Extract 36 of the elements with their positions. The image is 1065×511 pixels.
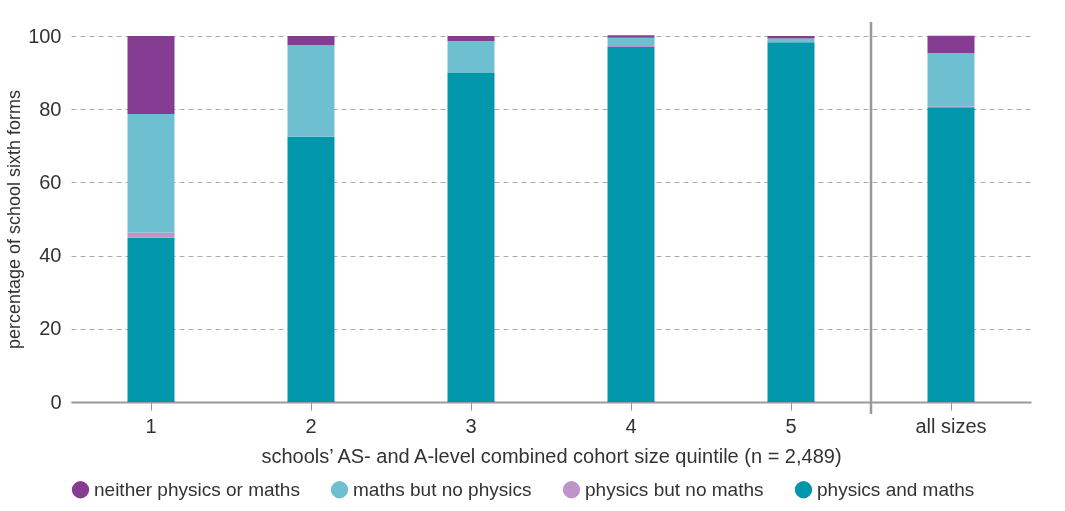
x-tick-label: 2 (305, 414, 317, 437)
legend-label: physics but no maths (585, 478, 764, 500)
x-tick-label: all sizes (915, 414, 987, 437)
bar (447, 36, 495, 42)
y-tick-label: 0 (50, 390, 62, 413)
y-tick-label: 80 (39, 97, 62, 120)
x-tick-label: 4 (625, 414, 637, 437)
bar (287, 45, 335, 137)
legend-label: neither physics or maths (94, 478, 300, 500)
bar (607, 46, 655, 402)
x-tick-label: 1 (145, 414, 157, 437)
legend-label: maths but no physics (353, 478, 532, 500)
bar (447, 41, 495, 73)
bar (127, 113, 175, 233)
bar (767, 36, 815, 39)
bar (927, 53, 975, 107)
y-tick-label: 40 (39, 244, 62, 267)
bar (927, 35, 975, 54)
bar (287, 36, 335, 46)
bar (127, 36, 175, 114)
y-tick-label: 20 (39, 317, 62, 340)
y-tick-label: 100 (28, 24, 62, 47)
bar (127, 237, 175, 402)
bar (287, 136, 335, 402)
y-tick-label: 60 (39, 170, 62, 193)
bar (927, 107, 975, 402)
bar (607, 35, 655, 38)
bar (127, 232, 175, 238)
bar (447, 72, 495, 402)
bar (767, 42, 815, 402)
x-tick-label: 5 (785, 414, 797, 437)
x-tick-label: 3 (465, 414, 477, 437)
y-axis-title: percentage of school sixth forms (4, 89, 25, 350)
legend-label: physics and maths (817, 478, 975, 500)
bar (607, 37, 655, 46)
x-axis-title: schools’ AS- and A-level combined cohort size quintile (n = 2,489) (261, 444, 842, 467)
